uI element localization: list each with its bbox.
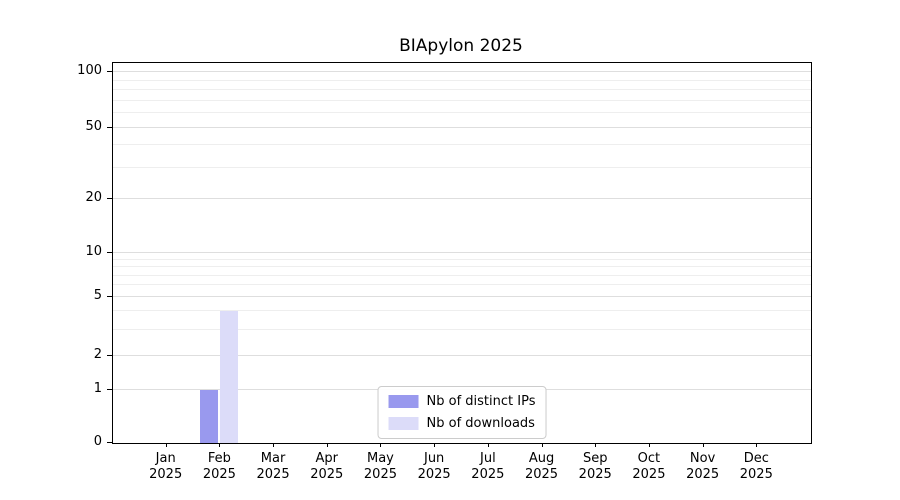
legend-label: Nb of distinct IPs <box>426 394 536 409</box>
y-tick-mark <box>107 388 112 390</box>
bar-distinct-ips <box>200 390 219 443</box>
x-tick-label: Dec 2025 <box>726 451 786 483</box>
x-label-year: 2025 <box>686 467 720 482</box>
x-label-year: 2025 <box>739 467 773 482</box>
x-label-month: Apr <box>315 451 339 466</box>
gridline-minor <box>113 284 811 286</box>
gridline-minor <box>113 99 811 101</box>
x-label-month: Oct <box>637 451 661 466</box>
x-tick-mark <box>756 443 758 447</box>
x-label-year: 2025 <box>632 467 666 482</box>
gridline-minor <box>113 144 811 146</box>
plot-area: Nb of distinct IPs Nb of downloads <box>112 62 812 444</box>
y-tick-label: 1 <box>93 380 102 396</box>
x-label-year: 2025 <box>417 467 451 482</box>
y-tick-label: 10 <box>85 244 102 259</box>
gridline-minor <box>113 166 811 168</box>
x-label-year: 2025 <box>310 467 344 482</box>
y-tick-label: 50 <box>85 119 102 135</box>
x-tick-label: Feb 2025 <box>189 451 249 483</box>
x-label-month: Nov <box>689 451 716 466</box>
gridline-minor <box>113 274 811 276</box>
x-tick-label: Oct 2025 <box>619 451 679 483</box>
gridline-minor <box>113 266 811 268</box>
x-tick-mark <box>595 443 597 447</box>
x-label-month: Jun <box>423 451 445 466</box>
x-label-month: Dec <box>743 451 769 466</box>
gridline-minor <box>113 112 811 114</box>
x-label-year: 2025 <box>578 467 612 482</box>
y-tick-mark <box>107 71 112 72</box>
legend-swatch <box>388 395 419 408</box>
x-tick-mark <box>219 443 221 447</box>
x-label-year: 2025 <box>363 467 397 482</box>
x-tick-mark <box>541 443 543 447</box>
gridline-minor <box>113 328 811 330</box>
legend-swatch <box>388 417 419 430</box>
y-tick-label: 100 <box>77 63 102 78</box>
x-label-month: Mar <box>260 451 286 466</box>
x-label-month: Jan <box>155 451 176 466</box>
x-tick-label: May 2025 <box>350 451 410 483</box>
x-tick-mark <box>380 443 382 447</box>
x-tick-label: Jan 2025 <box>136 451 196 483</box>
gridline-major <box>113 252 811 253</box>
y-tick-label: 20 <box>85 190 102 205</box>
x-tick-mark <box>487 443 489 447</box>
x-tick-label: Mar 2025 <box>243 451 303 483</box>
x-tick-mark <box>326 443 328 447</box>
x-label-month: Sep <box>582 451 608 466</box>
gridline-major <box>113 127 811 129</box>
gridline-minor <box>113 89 811 91</box>
x-tick-mark <box>273 443 275 447</box>
x-tick-mark <box>434 443 436 447</box>
gridline-minor <box>113 79 811 81</box>
gridline-major <box>113 296 811 298</box>
y-tick-mark <box>107 442 112 443</box>
chart-title: BIApylon 2025 <box>399 36 523 56</box>
x-label-month: Jul <box>480 451 496 466</box>
x-label-year: 2025 <box>524 467 559 482</box>
x-label-year: 2025 <box>256 467 290 482</box>
x-tick-label: Sep 2025 <box>565 451 625 483</box>
legend-item: Nb of downloads <box>388 416 536 431</box>
legend: Nb of distinct IPs Nb of downloads <box>377 386 547 439</box>
y-tick-mark <box>107 296 112 297</box>
gridline-minor <box>113 310 811 312</box>
x-tick-mark <box>165 443 167 447</box>
y-tick-mark <box>107 127 112 129</box>
gridline-minor <box>113 258 811 260</box>
y-tick-label: 5 <box>93 288 102 303</box>
x-tick-label: Nov 2025 <box>673 451 733 483</box>
y-tick-label: 0 <box>93 434 102 449</box>
x-tick-mark <box>702 443 704 447</box>
x-tick-mark <box>648 443 650 447</box>
y-tick-mark <box>107 198 112 199</box>
x-label-month: May <box>367 451 394 466</box>
legend-label: Nb of downloads <box>426 416 535 431</box>
x-label-year: 2025 <box>202 467 236 482</box>
x-tick-label: Aug 2025 <box>512 451 572 483</box>
y-tick-label: 2 <box>93 347 102 363</box>
gridline-major <box>113 71 811 73</box>
gridline-major <box>113 198 811 200</box>
x-tick-label: Jun 2025 <box>404 451 464 483</box>
x-tick-label: Jul 2025 <box>458 451 518 483</box>
x-label-year: 2025 <box>149 467 183 482</box>
bar-downloads <box>220 311 239 443</box>
y-tick-mark <box>107 355 112 357</box>
x-label-month: Aug <box>528 451 555 466</box>
y-tick-mark <box>107 252 112 253</box>
x-label-month: Feb <box>207 451 231 466</box>
legend-item: Nb of distinct IPs <box>388 394 536 409</box>
gridline-major <box>113 355 811 357</box>
x-tick-label: Apr 2025 <box>297 451 357 483</box>
x-label-year: 2025 <box>471 467 505 482</box>
